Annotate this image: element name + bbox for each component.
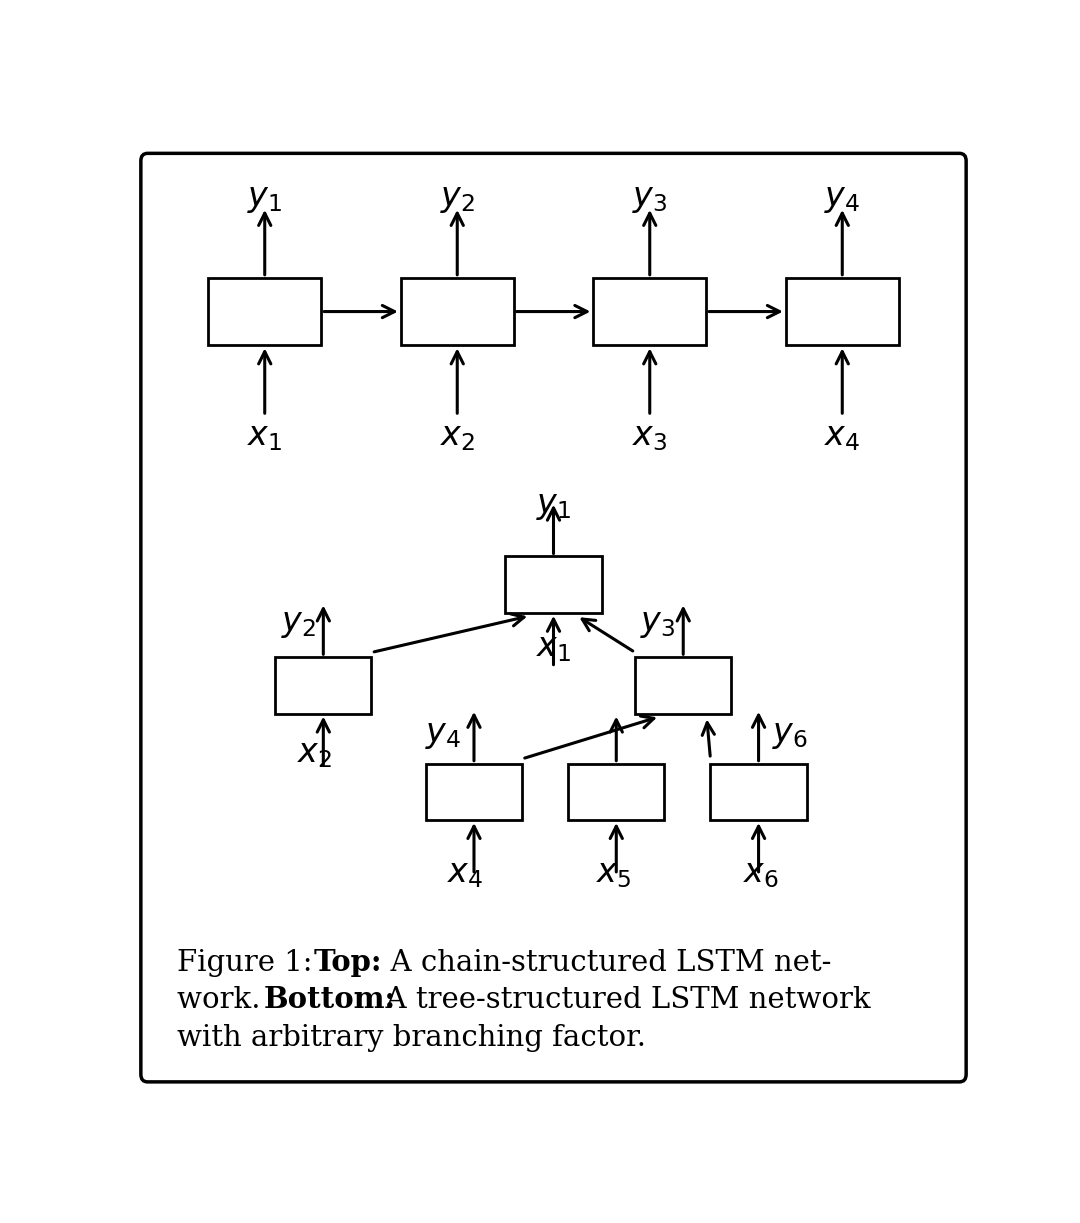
Bar (786, 278, 899, 345)
Text: $x_2$: $x_2$ (297, 739, 333, 770)
Text: $y_2$: $y_2$ (281, 608, 315, 640)
Text: $x_6$: $x_6$ (743, 857, 779, 890)
Text: A tree-structured LSTM network: A tree-structured LSTM network (367, 987, 870, 1014)
Bar (208, 278, 321, 345)
Text: $x_1$: $x_1$ (247, 421, 282, 453)
Bar (593, 278, 706, 345)
Text: $y_6$: $y_6$ (771, 719, 808, 751)
Bar (505, 556, 602, 613)
Text: $y_2$: $y_2$ (440, 183, 475, 215)
Bar (426, 763, 522, 821)
Bar (635, 657, 731, 714)
Text: $x_3$: $x_3$ (632, 421, 667, 453)
Text: $y_3$: $y_3$ (640, 608, 676, 640)
Text: work.: work. (177, 987, 279, 1014)
Text: A chain-structured LSTM net-: A chain-structured LSTM net- (373, 949, 832, 977)
Text: $y_1$: $y_1$ (247, 183, 282, 215)
Text: $x_4$: $x_4$ (447, 857, 484, 890)
Text: $x_4$: $x_4$ (824, 421, 861, 453)
Bar (401, 278, 514, 345)
Text: $x_5$: $x_5$ (596, 857, 632, 890)
Bar (568, 763, 664, 821)
Text: $y_3$: $y_3$ (632, 183, 667, 215)
Text: $y_4$: $y_4$ (424, 719, 461, 751)
Text: $x_2$: $x_2$ (440, 421, 475, 453)
Bar (711, 763, 807, 821)
Text: $y_4$: $y_4$ (824, 183, 861, 215)
Text: Bottom:: Bottom: (264, 986, 396, 1014)
Text: Figure 1:: Figure 1: (177, 949, 330, 977)
Text: Top:: Top: (313, 948, 382, 977)
Text: $x_1$: $x_1$ (536, 632, 571, 664)
Text: with arbitrary branching factor.: with arbitrary branching factor. (177, 1024, 646, 1052)
FancyBboxPatch shape (140, 153, 967, 1082)
Bar (275, 657, 372, 714)
Text: $y_1$: $y_1$ (536, 490, 571, 522)
